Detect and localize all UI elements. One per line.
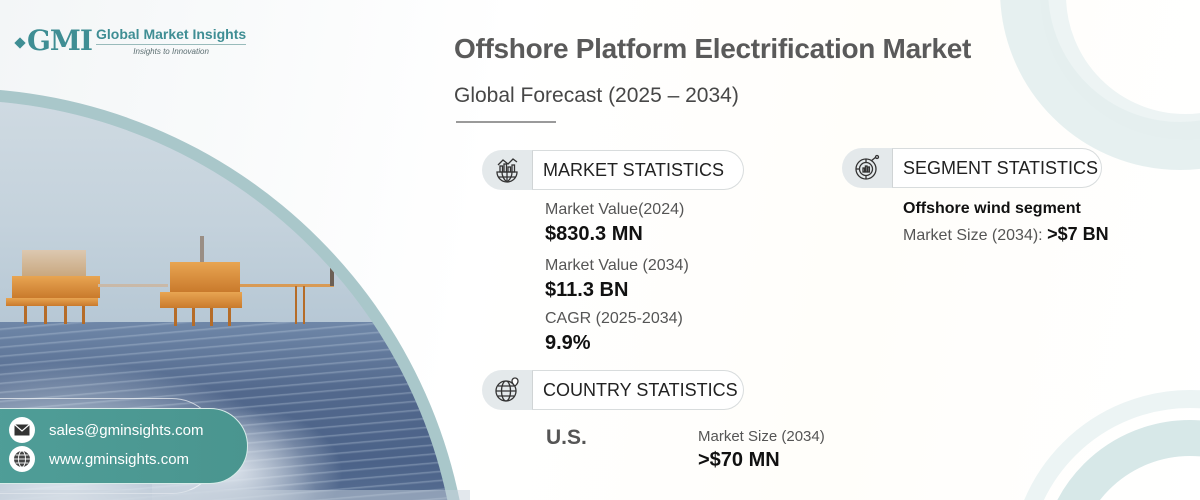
contact-panel: sales@gminsights.com www.gminsights.com — [0, 408, 248, 484]
segment-market-size: Market Size (2034): >$7 BN — [903, 224, 1109, 245]
country-statistics-header: COUNTRY STATISTICS — [482, 370, 744, 410]
segment-name: Offshore wind segment — [903, 200, 1081, 217]
pie-chart-target-icon — [842, 148, 892, 188]
cagr-value: 9.9% — [545, 332, 591, 354]
country-statistics-title: COUNTRY STATISTICS — [532, 370, 744, 410]
decorative-arc — [1000, 0, 1200, 170]
cagr-label: CAGR (2025-2034) — [545, 310, 683, 327]
globe-icon — [9, 446, 35, 472]
market-statistics-header: MARKET STATISTICS — [482, 150, 744, 190]
email-link[interactable]: sales@gminsights.com — [9, 417, 203, 443]
title-divider — [456, 121, 556, 123]
gmi-logo[interactable]: GMI Global Market Insights Insights to I… — [14, 26, 247, 56]
globe-pin-icon — [482, 370, 532, 410]
segment-statistics-header: SEGMENT STATISTICS — [842, 148, 1102, 188]
logo-tagline: Insights to Innovation — [133, 47, 209, 56]
country-market-size-label: Market Size (2034) — [698, 428, 825, 445]
segment-statistics-title: SEGMENT STATISTICS — [892, 148, 1102, 188]
segment-market-size-value: >$7 BN — [1047, 224, 1109, 244]
envelope-icon — [9, 417, 35, 443]
logo-mark: GMI — [14, 27, 93, 55]
website-text: www.gminsights.com — [49, 450, 190, 468]
page-title: Offshore Platform Electrification Market — [454, 33, 972, 64]
market-value-2034-label: Market Value (2034) — [545, 257, 689, 274]
segment-market-size-label: Market Size (2034): — [903, 227, 1043, 244]
country-market-size-value: >$70 MN — [698, 449, 780, 471]
logo-company-name: Global Market Insights — [96, 26, 247, 45]
market-value-2034: $11.3 BN — [545, 279, 629, 301]
country-name: U.S. — [546, 426, 587, 449]
market-value-2024-label: Market Value(2024) — [545, 201, 685, 218]
bottom-strip — [0, 490, 470, 500]
market-statistics-title: MARKET STATISTICS — [532, 150, 744, 190]
page-subtitle: Global Forecast (2025 – 2034) — [454, 84, 739, 107]
market-value-2024: $830.3 MN — [545, 223, 643, 245]
globe-bar-chart-icon — [482, 150, 532, 190]
email-text: sales@gminsights.com — [49, 421, 204, 439]
website-link[interactable]: www.gminsights.com — [9, 446, 189, 472]
